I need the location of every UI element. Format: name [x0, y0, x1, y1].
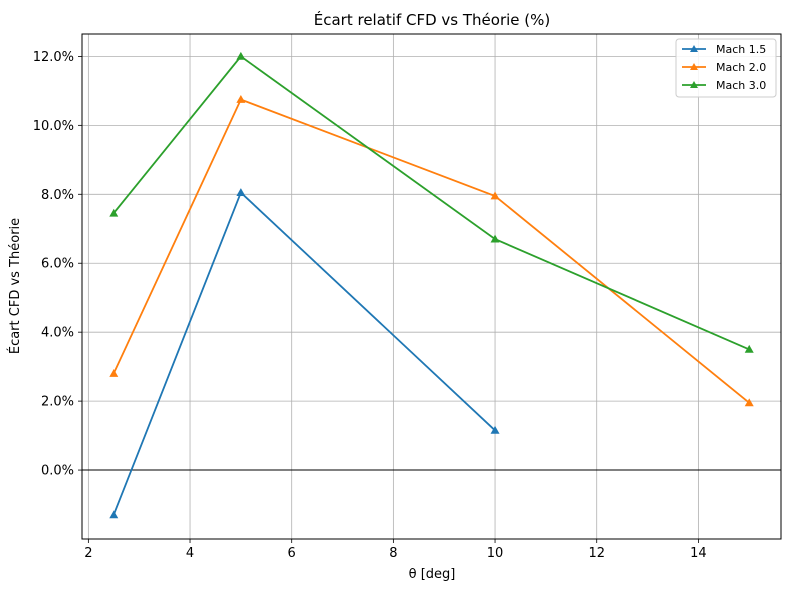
y-tick-label: 0.0% — [41, 464, 74, 479]
legend-swatch-marker — [690, 81, 698, 88]
x-axis-label: θ [deg] — [409, 567, 456, 582]
y-tick-label: 12.0% — [33, 50, 74, 65]
legend: Mach 1.5 Mach 2.0 Mach 3.0 — [675, 38, 777, 98]
y-axis-label: Écart CFD vs Théorie — [7, 218, 23, 354]
legend-swatch-marker — [690, 63, 698, 70]
x-tick-label: 2 — [84, 546, 92, 561]
legend-item: Mach 2.0 — [682, 61, 766, 74]
series-layer — [109, 51, 754, 519]
legend-swatch-marker — [690, 45, 698, 52]
legend-label: Mach 1.5 — [716, 43, 766, 56]
series-3 — [109, 51, 754, 353]
chart-title: Écart relatif CFD vs Théorie (%) — [314, 10, 551, 29]
series-line — [112, 191, 496, 516]
data-point — [236, 188, 246, 196]
x-tick-label: 4 — [186, 546, 194, 561]
x-tick-label: 6 — [288, 546, 296, 561]
plot-frame — [81, 33, 782, 540]
legend-item: Mach 3.0 — [682, 79, 766, 92]
y-tick-label: 2.0% — [41, 395, 74, 410]
data-point — [236, 51, 246, 60]
data-point — [490, 234, 500, 243]
legend-item: Mach 1.5 — [682, 43, 766, 56]
x-tick-label: 8 — [389, 546, 397, 561]
x-tick-label: 10 — [487, 546, 504, 561]
legend-box — [675, 38, 777, 98]
tick-layer: 2 4 6 8 10 12 14 0.0% 2.0% 4.0% 6.0% 8.0% 10.0% 12.0% — [33, 50, 707, 561]
data-point — [490, 425, 500, 434]
legend-label: Mach 2.0 — [716, 61, 766, 74]
x-tick-label: 14 — [690, 546, 707, 561]
data-point — [490, 191, 500, 200]
data-point — [109, 510, 119, 519]
series-1 — [109, 188, 500, 519]
y-tick-label: 8.0% — [41, 188, 74, 203]
legend-label: Mach 3.0 — [716, 79, 766, 92]
y-tick-label: 4.0% — [41, 326, 74, 341]
y-tick-label: 6.0% — [41, 257, 74, 272]
data-point — [744, 398, 754, 407]
series-2 — [109, 94, 754, 407]
series-line — [112, 98, 750, 404]
data-point — [236, 94, 246, 103]
data-point — [744, 344, 754, 353]
y-tick-label: 10.0% — [33, 119, 74, 134]
data-point — [109, 208, 119, 217]
x-tick-label: 12 — [588, 546, 605, 561]
series-line — [113, 55, 750, 351]
data-point — [109, 369, 119, 377]
grid-layer — [82, 34, 781, 539]
